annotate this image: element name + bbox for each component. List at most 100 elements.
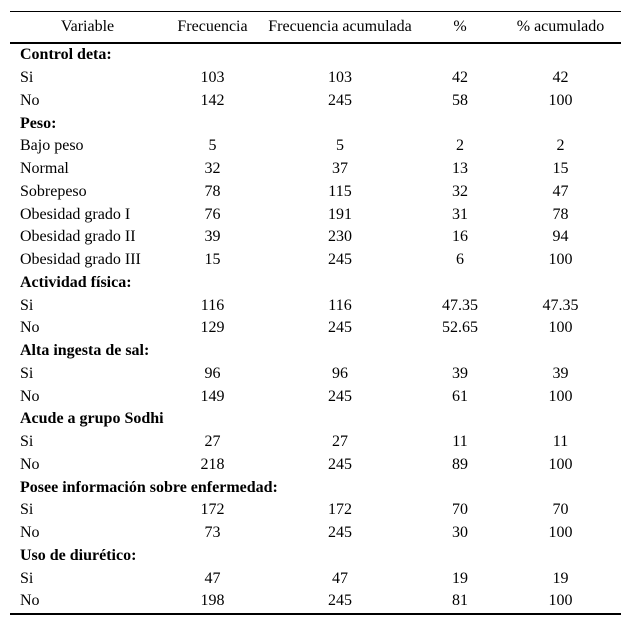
cell-value: 230 xyxy=(328,228,352,246)
row-label: Si xyxy=(20,569,34,587)
cell-value: 103 xyxy=(328,69,352,87)
row-label: No xyxy=(20,91,40,109)
cell-value: 39 xyxy=(452,364,468,382)
cell-value: 47 xyxy=(552,182,569,200)
cell-value: 2 xyxy=(456,137,464,155)
table-row: Obesidad grado III 15 245 6 100 xyxy=(10,249,621,272)
col-header-percent-acumulado: % acumulado xyxy=(500,11,621,44)
cell-value: 245 xyxy=(328,91,352,109)
cell-value: 2 xyxy=(556,137,565,155)
section-header: Acude a grupo Sodhi xyxy=(20,410,164,428)
section-header-row: Control deta: xyxy=(10,43,621,67)
row-label: Si xyxy=(20,69,34,87)
table-row: No 129 245 52.65 100 xyxy=(10,317,621,340)
cell-value: 19 xyxy=(452,569,468,587)
cell-value: 47.35 xyxy=(442,296,478,314)
cell-value: 30 xyxy=(452,524,468,542)
cell-value: 39 xyxy=(552,364,569,382)
row-label: Normal xyxy=(20,160,69,178)
cell-value: 245 xyxy=(328,319,352,337)
row-label: Sobrepeso xyxy=(20,182,87,200)
cell-value: 58 xyxy=(452,91,468,109)
cell-value: 16 xyxy=(452,228,468,246)
cell-value: 61 xyxy=(452,387,468,405)
cell-value: 116 xyxy=(328,296,352,314)
row-label: Si xyxy=(20,296,34,314)
cell-value: 142 xyxy=(200,91,225,109)
section-header: Peso: xyxy=(20,114,57,132)
section-header-row: Uso de diurético: xyxy=(10,545,621,568)
col-header-variable: Variable xyxy=(10,11,165,44)
cell-value: 13 xyxy=(452,160,468,178)
frequency-table: Variable Frecuencia Frecuencia acumulada… xyxy=(10,11,621,615)
cell-value: 100 xyxy=(548,387,573,405)
cell-value: 27 xyxy=(204,433,221,451)
cell-value: 245 xyxy=(328,455,352,473)
cell-value: 129 xyxy=(200,319,225,337)
table-row: No 198 245 81 100 xyxy=(10,590,621,614)
cell-value: 96 xyxy=(332,364,348,382)
table-row: Si 27 27 11 11 xyxy=(10,431,621,454)
row-label: No xyxy=(20,387,40,405)
cell-value: 11 xyxy=(552,433,569,451)
cell-value: 37 xyxy=(332,160,348,178)
cell-value: 27 xyxy=(332,433,348,451)
cell-value: 70 xyxy=(452,501,468,519)
col-header-frecuencia-acumulada: Frecuencia acumulada xyxy=(260,11,420,44)
section-header-row: Posee información sobre enfermedad: xyxy=(10,476,621,499)
cell-value: 100 xyxy=(548,455,573,473)
row-label: No xyxy=(20,319,40,337)
cell-value: 5 xyxy=(336,137,344,155)
table-row: No 73 245 30 100 xyxy=(10,522,621,545)
cell-value: 78 xyxy=(552,205,569,223)
cell-value: 103 xyxy=(200,69,225,87)
cell-value: 100 xyxy=(548,524,573,542)
section-header-row: Alta ingesta de sal: xyxy=(10,340,621,363)
cell-value: 42 xyxy=(552,69,569,87)
row-label: Bajo peso xyxy=(20,137,84,155)
cell-value: 70 xyxy=(552,501,569,519)
table-row: Bajo peso 5 5 2 2 xyxy=(10,135,621,158)
table-row: Si 172 172 70 70 xyxy=(10,499,621,522)
cell-value: 115 xyxy=(328,182,352,200)
cell-value: 191 xyxy=(328,205,352,223)
cell-value: 11 xyxy=(452,433,468,451)
table-row: Si 103 103 42 42 xyxy=(10,67,621,90)
row-label: Obesidad grado II xyxy=(20,228,136,246)
table-row: No 142 245 58 100 xyxy=(10,90,621,113)
cell-value: 47 xyxy=(332,569,348,587)
table-row: Si 47 47 19 19 xyxy=(10,567,621,590)
cell-value: 89 xyxy=(452,455,468,473)
section-header-row: Actividad física: xyxy=(10,272,621,295)
document-sheet: Variable Frecuencia Frecuencia acumulada… xyxy=(10,11,621,615)
table-row: Sobrepeso 78 115 32 47 xyxy=(10,181,621,204)
table-row: No 149 245 61 100 xyxy=(10,385,621,408)
cell-value: 149 xyxy=(200,387,225,405)
cell-value: 172 xyxy=(328,501,352,519)
cell-value: 78 xyxy=(204,182,221,200)
cell-value: 5 xyxy=(208,137,217,155)
cell-value: 73 xyxy=(204,524,221,542)
header-row: Variable Frecuencia Frecuencia acumulada… xyxy=(10,11,621,44)
section-header: Uso de diurético: xyxy=(20,546,137,564)
cell-value: 218 xyxy=(200,455,225,473)
table-body: Control deta: Si 103 103 42 42 No 142 245 58 100 Pe… xyxy=(10,43,621,614)
cell-value: 39 xyxy=(204,228,221,246)
cell-value: 96 xyxy=(204,364,221,382)
section-header: Posee información sobre enfermedad: xyxy=(20,478,278,496)
section-header: Alta ingesta de sal: xyxy=(20,342,150,360)
section-header-row: Peso: xyxy=(10,112,621,135)
row-label: Si xyxy=(20,433,34,451)
row-label: Si xyxy=(20,364,34,382)
cell-value: 19 xyxy=(552,569,569,587)
cell-value: 47.35 xyxy=(542,296,579,314)
table-row: No 218 245 89 100 xyxy=(10,454,621,477)
cell-value: 31 xyxy=(452,205,468,223)
cell-value: 52.65 xyxy=(442,319,478,337)
table-row: Si 96 96 39 39 xyxy=(10,363,621,386)
cell-value: 245 xyxy=(328,387,352,405)
cell-value: 32 xyxy=(452,182,468,200)
cell-value: 32 xyxy=(204,160,221,178)
row-label: No xyxy=(20,455,40,473)
row-label: Si xyxy=(20,501,34,519)
